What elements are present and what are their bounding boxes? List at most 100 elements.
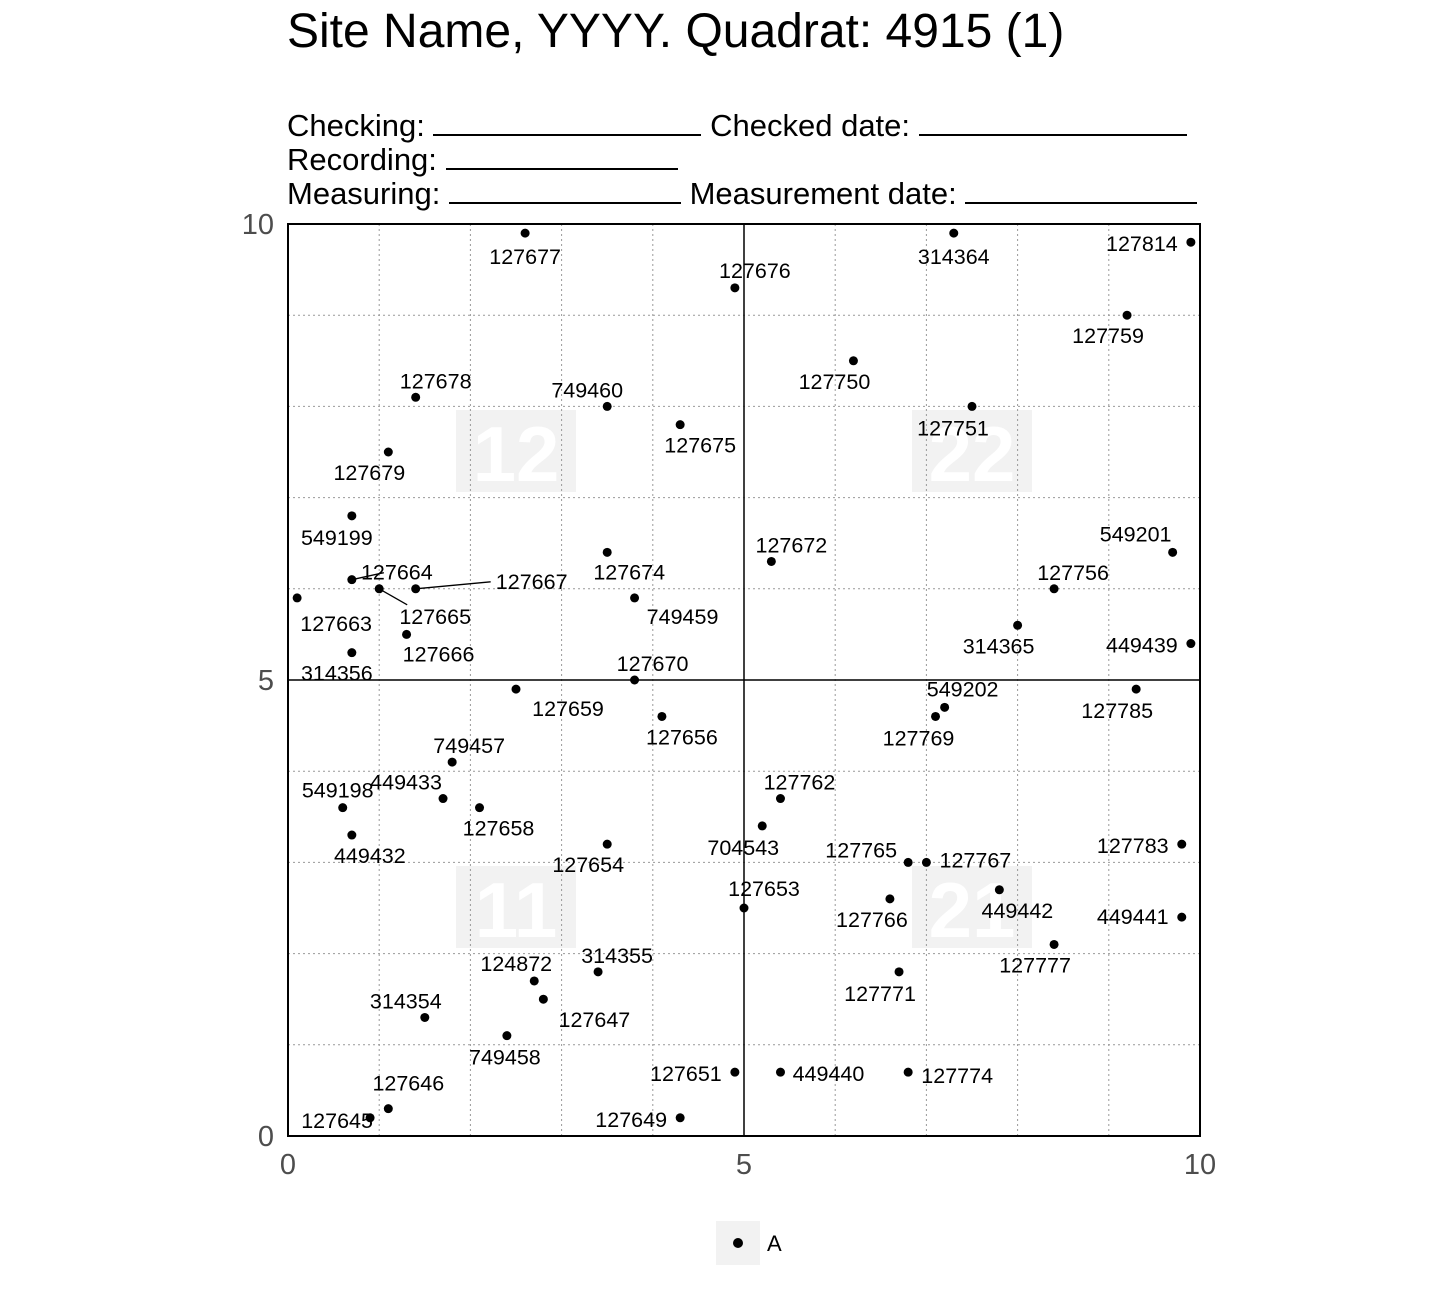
point-127785 xyxy=(1131,684,1141,694)
point-label-314365: 314365 xyxy=(963,634,1035,658)
point-127769 xyxy=(931,711,941,721)
point-127646 xyxy=(383,1104,393,1114)
legend-key xyxy=(716,1221,760,1265)
point-label-127751: 127751 xyxy=(917,416,989,440)
point-label-449441: 449441 xyxy=(1097,905,1169,929)
point-label-449433: 449433 xyxy=(370,771,442,795)
point-label-127765: 127765 xyxy=(825,838,897,862)
point-127666 xyxy=(402,629,412,639)
point-label-127774: 127774 xyxy=(921,1064,993,1088)
point-label-314355: 314355 xyxy=(581,944,653,968)
point-label-127651: 127651 xyxy=(650,1062,722,1086)
point-label-127654: 127654 xyxy=(552,853,624,877)
checked-date-label: Checked date: xyxy=(710,108,911,143)
point-label-127756: 127756 xyxy=(1037,561,1109,585)
data-points xyxy=(292,228,1196,1123)
point-127756 xyxy=(1049,584,1059,594)
point-449441 xyxy=(1177,912,1187,922)
point-127656 xyxy=(657,711,667,721)
point-749459 xyxy=(630,593,640,603)
point-label-127759: 127759 xyxy=(1072,324,1144,348)
point-127762 xyxy=(775,794,785,804)
point-127751 xyxy=(967,401,977,411)
point-127765 xyxy=(903,857,913,867)
point-label-127645: 127645 xyxy=(301,1109,373,1133)
recording-label: Recording: xyxy=(287,142,437,177)
point-127677 xyxy=(520,228,530,238)
point-314364 xyxy=(949,228,959,238)
point-127649 xyxy=(675,1113,685,1123)
point-449433 xyxy=(438,794,448,804)
point-127651 xyxy=(730,1067,740,1077)
point-127645 xyxy=(365,1113,375,1123)
point-label-449439: 449439 xyxy=(1106,634,1178,658)
point-label-127676: 127676 xyxy=(719,259,791,283)
leader-line xyxy=(351,572,384,581)
point-127814 xyxy=(1186,237,1196,247)
point-314355 xyxy=(593,967,603,977)
point-127783 xyxy=(1177,839,1187,849)
point-749457 xyxy=(447,757,457,767)
point-127678 xyxy=(411,392,421,402)
point-127774 xyxy=(903,1067,913,1077)
leader-line xyxy=(378,588,408,606)
checked-date-blank xyxy=(918,108,1187,136)
point-127777 xyxy=(1049,939,1059,949)
point-label-127664: 127664 xyxy=(361,561,433,585)
point-label-314356: 314356 xyxy=(301,662,373,686)
point-label-314364: 314364 xyxy=(918,245,990,269)
point-549201 xyxy=(1168,547,1178,557)
point-704543 xyxy=(757,821,767,831)
point-label-127785: 127785 xyxy=(1081,699,1153,723)
point-127672 xyxy=(766,556,776,566)
point-449432 xyxy=(347,830,357,840)
y-tick-label: 0 xyxy=(258,1121,274,1153)
subquadrat-box xyxy=(912,410,1032,492)
point-label-127677: 127677 xyxy=(489,245,561,269)
point-127659 xyxy=(511,684,521,694)
point-314354 xyxy=(420,1012,430,1022)
point-label-749457: 749457 xyxy=(433,734,505,758)
point-label-127675: 127675 xyxy=(664,434,736,458)
point-label-749458: 749458 xyxy=(469,1046,541,1070)
point-label-127771: 127771 xyxy=(844,982,916,1006)
recording-blank xyxy=(445,142,678,170)
point-label-549202: 549202 xyxy=(927,677,999,701)
point-127750 xyxy=(848,356,858,366)
point-label-549199: 549199 xyxy=(301,526,373,550)
point-127670 xyxy=(630,675,640,685)
point-127771 xyxy=(894,967,904,977)
point-label-127767: 127767 xyxy=(940,848,1012,872)
point-label-127674: 127674 xyxy=(593,560,665,584)
point-127679 xyxy=(383,447,393,457)
point-124872 xyxy=(529,976,539,986)
point-127676 xyxy=(730,283,740,293)
checking-label: Checking: xyxy=(287,108,425,143)
x-tick-label: 5 xyxy=(736,1149,752,1181)
subquadrat-box xyxy=(456,410,576,492)
plot-border xyxy=(287,223,1201,1137)
point-127767 xyxy=(921,857,931,867)
point-label-127670: 127670 xyxy=(617,652,689,676)
point-449439 xyxy=(1186,639,1196,649)
point-127674 xyxy=(602,547,612,557)
point-label-449440: 449440 xyxy=(793,1062,865,1086)
point-label-704543: 704543 xyxy=(707,836,779,860)
point-label-127665: 127665 xyxy=(399,605,471,629)
point-label-124872: 124872 xyxy=(480,952,552,976)
point-127658 xyxy=(475,803,485,813)
point-127647 xyxy=(538,994,548,1004)
point-label-127659: 127659 xyxy=(532,697,604,721)
subquadrat-box xyxy=(456,866,576,948)
point-314356 xyxy=(347,648,357,658)
point-label-549201: 549201 xyxy=(1100,522,1172,546)
measurement-date-blank xyxy=(965,176,1198,204)
chart-title: Site Name, YYYY. Quadrat: 4915 (1) xyxy=(287,5,1065,58)
point-127663 xyxy=(292,593,302,603)
point-label-127667: 127667 xyxy=(496,570,568,594)
y-tick-label: 10 xyxy=(242,209,274,241)
point-127654 xyxy=(602,839,612,849)
measuring-blank xyxy=(448,176,681,204)
x-tick-label: 10 xyxy=(1184,1149,1216,1181)
measuring-row: Measuring: Measurement date: xyxy=(287,176,1198,211)
